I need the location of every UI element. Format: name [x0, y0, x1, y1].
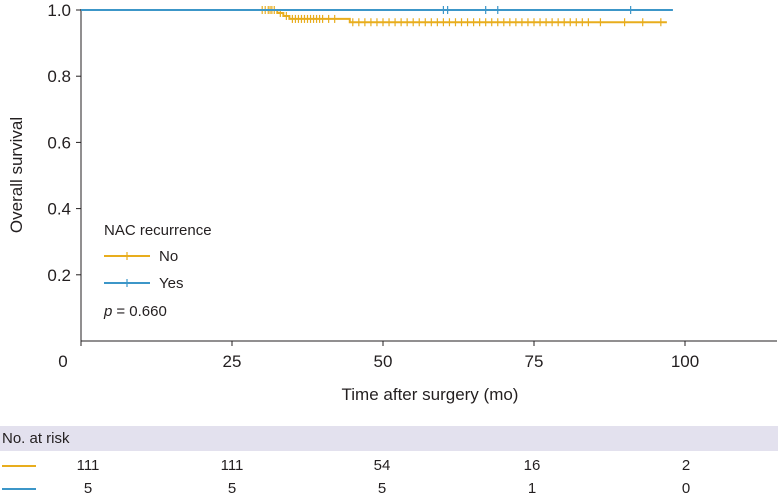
p-value-number: = 0.660 — [116, 303, 166, 320]
axes — [80, 9, 777, 342]
series-no — [81, 6, 667, 27]
p-value: p = 0.660 — [103, 303, 167, 320]
risk-count: 5 — [83, 480, 93, 497]
risk-table-title: No. at risk — [2, 430, 70, 447]
y-tick-label: 0.2 — [47, 266, 71, 285]
x-ticks: 0 25 50 75 100 — [58, 341, 699, 371]
p-value-symbol: p — [103, 303, 112, 320]
series-yes — [81, 6, 673, 14]
risk-count: 111 — [76, 457, 100, 474]
risk-count: 5 — [227, 480, 237, 497]
y-tick-label: 0.8 — [47, 67, 71, 86]
series-layer — [81, 6, 673, 27]
legend-no-label: No — [159, 248, 178, 265]
risk-table-header: No. at risk — [0, 426, 778, 451]
risk-row-no: 111 111 54 16 2 — [0, 455, 780, 477]
legend: NAC recurrence No Yes p = 0.660 — [103, 222, 212, 320]
risk-count: 16 — [523, 457, 541, 474]
risk-count: 5 — [377, 480, 387, 497]
y-axis-label: Overall survival — [7, 117, 26, 233]
survival-chart: 0.2 0.4 0.6 0.8 1.0 0 25 50 75 100 Overall survi… — [7, 1, 777, 404]
legend-title: NAC recurrence — [104, 222, 212, 239]
x-tick-label: 0 — [58, 352, 67, 371]
risk-row-yes: 5 5 5 1 0 — [0, 478, 780, 500]
risk-row-line-no — [2, 465, 36, 467]
x-tick-label: 100 — [671, 352, 699, 371]
y-tick-label: 1.0 — [47, 1, 71, 20]
legend-yes-label: Yes — [159, 275, 183, 292]
survival-line-no — [81, 9, 667, 24]
y-tick-label: 0.6 — [47, 133, 71, 152]
x-axis-label: Time after surgery (mo) — [342, 385, 519, 404]
x-tick-label: 75 — [525, 352, 544, 371]
y-tick-label: 0.4 — [47, 200, 71, 219]
y-ticks: 0.2 0.4 0.6 0.8 1.0 — [47, 1, 81, 285]
risk-count: 1 — [527, 480, 537, 497]
risk-count: 54 — [373, 457, 391, 474]
risk-row-line-yes — [2, 488, 36, 490]
risk-count: 0 — [681, 480, 691, 497]
x-tick-label: 25 — [223, 352, 242, 371]
x-tick-label: 50 — [374, 352, 393, 371]
risk-count: 111 — [220, 457, 244, 474]
risk-count: 2 — [681, 457, 691, 474]
